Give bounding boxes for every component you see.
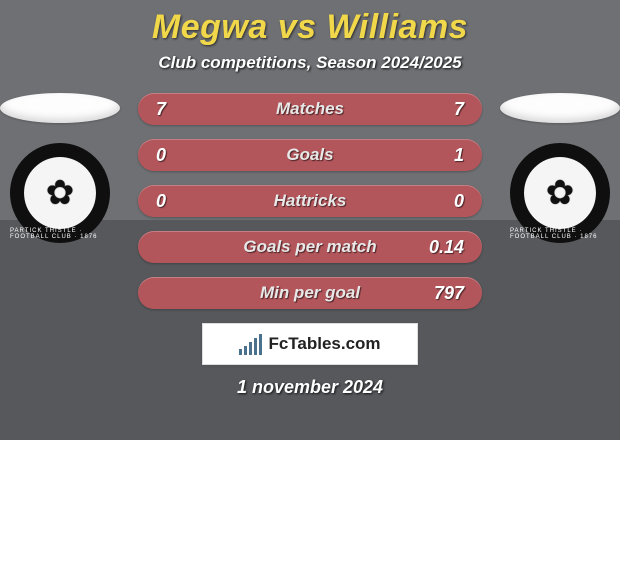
stat-label: Goals — [200, 145, 420, 165]
card-title: Megwa vs Williams — [152, 8, 468, 47]
stat-label: Goals per match — [200, 237, 420, 257]
player-right-col: ✿ PARTICK THISTLE · FOOTBALL CLUB · 1876 — [500, 93, 620, 243]
stat-row: Min per goal797 — [138, 277, 482, 309]
stat-label: Matches — [200, 99, 420, 119]
stat-label: Min per goal — [200, 283, 420, 303]
card-mid: ✿ PARTICK THISTLE · FOOTBALL CLUB · 1876… — [0, 93, 620, 309]
date-line: 1 november 2024 — [237, 377, 383, 398]
brand-logo-box[interactable]: FcTables.com — [202, 323, 418, 365]
card-subtitle: Club competitions, Season 2024/2025 — [158, 53, 461, 73]
card-content: Megwa vs Williams Club competitions, Sea… — [0, 0, 620, 440]
stat-left-value: 0 — [156, 191, 200, 212]
stats-list: 7Matches70Goals10Hattricks0Goals per mat… — [120, 93, 500, 309]
logo-bar-icon — [249, 342, 252, 355]
stat-right-value: 0 — [420, 191, 464, 212]
player-left-avatar — [0, 93, 120, 123]
brand-name: FcTables.com — [268, 334, 380, 354]
stat-right-value: 797 — [420, 283, 464, 304]
player-left-col: ✿ PARTICK THISTLE · FOOTBALL CLUB · 1876 — [0, 93, 120, 243]
stat-left-value: 0 — [156, 145, 200, 166]
badge-ring-icon — [10, 143, 110, 243]
stat-row: Goals per match0.14 — [138, 231, 482, 263]
badge-ring-icon — [510, 143, 610, 243]
stat-row: 0Goals1 — [138, 139, 482, 171]
logo-bars-icon — [239, 334, 262, 355]
stat-right-value: 7 — [420, 99, 464, 120]
stat-right-value: 0.14 — [420, 237, 464, 258]
logo-bar-icon — [239, 349, 242, 355]
stat-right-value: 1 — [420, 145, 464, 166]
player-right-avatar — [500, 93, 620, 123]
player-left-club-badge: ✿ PARTICK THISTLE · FOOTBALL CLUB · 1876 — [10, 143, 110, 243]
stat-row: 0Hattricks0 — [138, 185, 482, 217]
stat-left-value: 7 — [156, 99, 200, 120]
logo-bar-icon — [244, 346, 247, 355]
h2h-card: Megwa vs Williams Club competitions, Sea… — [0, 0, 620, 440]
logo-bar-icon — [259, 334, 262, 355]
logo-bar-icon — [254, 338, 257, 355]
player-right-club-badge: ✿ PARTICK THISTLE · FOOTBALL CLUB · 1876 — [510, 143, 610, 243]
stat-row: 7Matches7 — [138, 93, 482, 125]
stat-label: Hattricks — [200, 191, 420, 211]
